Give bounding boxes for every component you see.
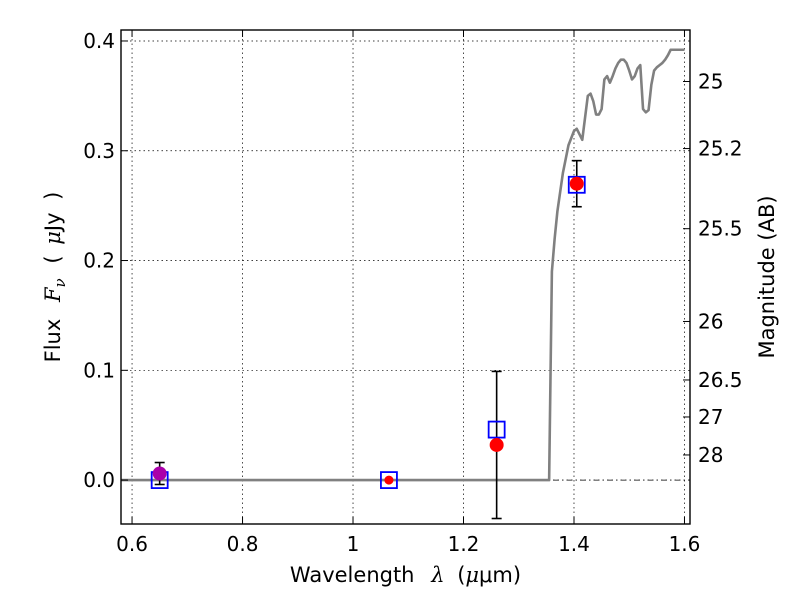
x-axis-label: Wavelength λ (μμm): [290, 563, 521, 587]
y2-tick-label: 26: [698, 309, 723, 333]
plot-frame: [120, 29, 691, 525]
x-tick-label: 1.2: [448, 532, 480, 556]
x-axis-label-symbol: λ: [430, 563, 444, 587]
y2-axis-label: Magnitude (AB): [755, 195, 779, 358]
y-tick-label: 0.3: [83, 139, 115, 163]
model-square-marker: [380, 471, 398, 489]
y-tick-label: 0.4: [83, 29, 115, 53]
x-tick-label: 1.6: [669, 532, 701, 556]
model-square-marker: [487, 420, 506, 439]
y2-tick-label: 26.5: [698, 368, 743, 392]
x-tick-label: 1.4: [558, 532, 590, 556]
x-tick-label: 0.8: [227, 532, 259, 556]
y-axis-label: Flux Fν ( μJy ): [41, 192, 70, 363]
y-axis-label-symbol: F: [41, 286, 65, 303]
x-tick-label: 1: [347, 532, 360, 556]
y-axis-label-close: ): [41, 192, 65, 200]
y-tick-label: 0.2: [83, 249, 115, 273]
y-tick-label: 0.1: [83, 358, 115, 382]
y-axis-label-open: (: [41, 255, 65, 263]
x-axis-label-unit: μm: [479, 563, 513, 587]
x-axis-label-text: Wavelength: [290, 563, 415, 587]
x-axis-label-close: ): [513, 563, 521, 587]
y2-tick-label: 25.2: [698, 137, 743, 161]
spectrum-line: [121, 48, 685, 482]
y2-tick-label: 27: [698, 405, 723, 429]
y2-tick-label: 25: [698, 69, 723, 93]
observed-point: [384, 475, 394, 485]
y-axis-label-sub: ν: [51, 278, 69, 287]
y-axis-label-unit-prefix: μ: [41, 231, 65, 245]
axis-ticks: 0.6 0.8 1 1.2 1.4 1.6 0.0 0.1 0.2 0.3 0.4 25 25.2 25.…: [83, 29, 742, 556]
y-axis-label-text: Flux: [41, 319, 65, 363]
y-tick-label: 0.0: [83, 468, 115, 492]
y-axis-label-unit: Jy: [41, 212, 65, 233]
y2-tick-label: 25.5: [698, 217, 743, 241]
x-axis-label-unit-prefix: μ: [465, 563, 479, 587]
observed-point: [152, 466, 167, 481]
observed-point: [569, 176, 584, 191]
plot-layer: [121, 48, 685, 520]
y2-tick-label: 28: [698, 443, 723, 467]
x-tick-label: 0.6: [116, 532, 148, 556]
x-axis-label-open: (: [457, 563, 465, 587]
observed-point: [489, 437, 504, 452]
